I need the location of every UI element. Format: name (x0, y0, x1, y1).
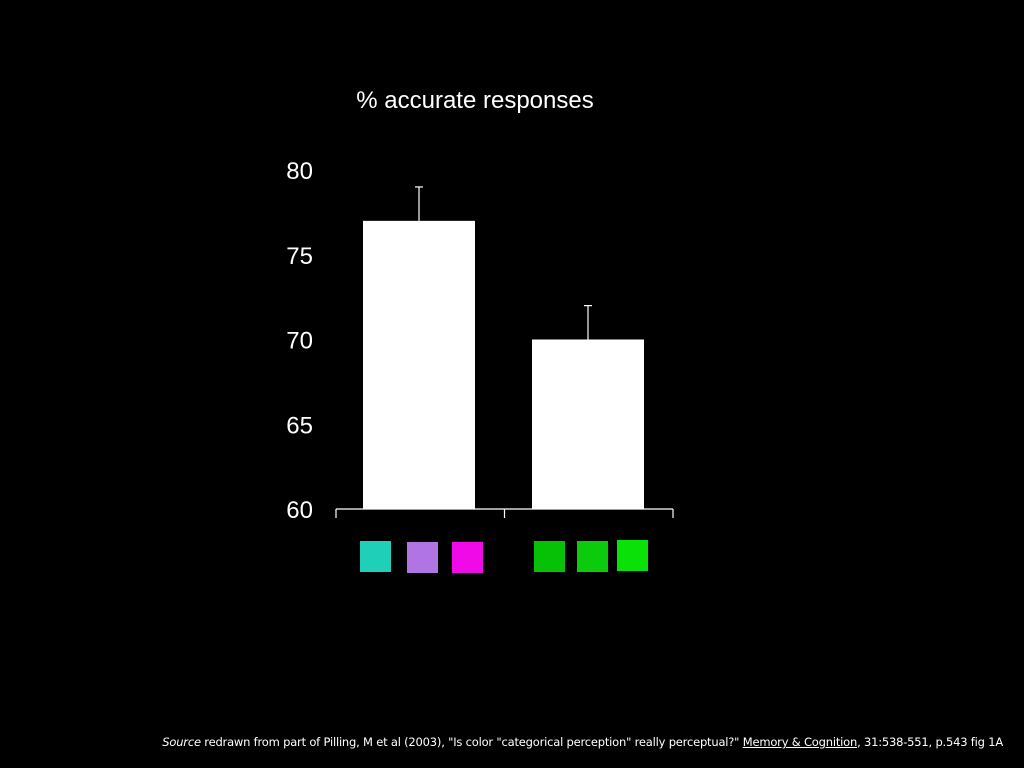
y-axis-ticks: 60 65 70 75 80 (286, 158, 313, 524)
color-swatch (534, 541, 565, 572)
color-swatches (360, 540, 648, 573)
color-swatch (577, 541, 608, 572)
bar (532, 339, 644, 509)
caption-citation: , 31:538-551, p.543 fig 1A (857, 735, 1003, 749)
chart-title: % accurate responses (356, 87, 593, 114)
caption-journal: Memory & Cognition (742, 735, 858, 749)
color-swatch (407, 542, 438, 573)
caption-source-word: Source (162, 735, 201, 749)
source-caption: Source redrawn from part of Pilling, M e… (0, 735, 1003, 749)
color-swatch (617, 540, 648, 571)
color-swatch (360, 541, 391, 572)
caption-text: redrawn from part of Pilling, M et al (2… (200, 735, 743, 749)
x-axis (335, 508, 674, 518)
y-tick-label: 65 (286, 412, 313, 439)
y-tick-label: 60 (286, 497, 313, 524)
y-tick-label: 80 (286, 158, 313, 185)
bars (363, 186, 644, 509)
y-tick-label: 75 (286, 243, 313, 270)
color-swatch (452, 542, 483, 573)
bar (363, 220, 475, 509)
y-tick-label: 70 (286, 328, 313, 355)
